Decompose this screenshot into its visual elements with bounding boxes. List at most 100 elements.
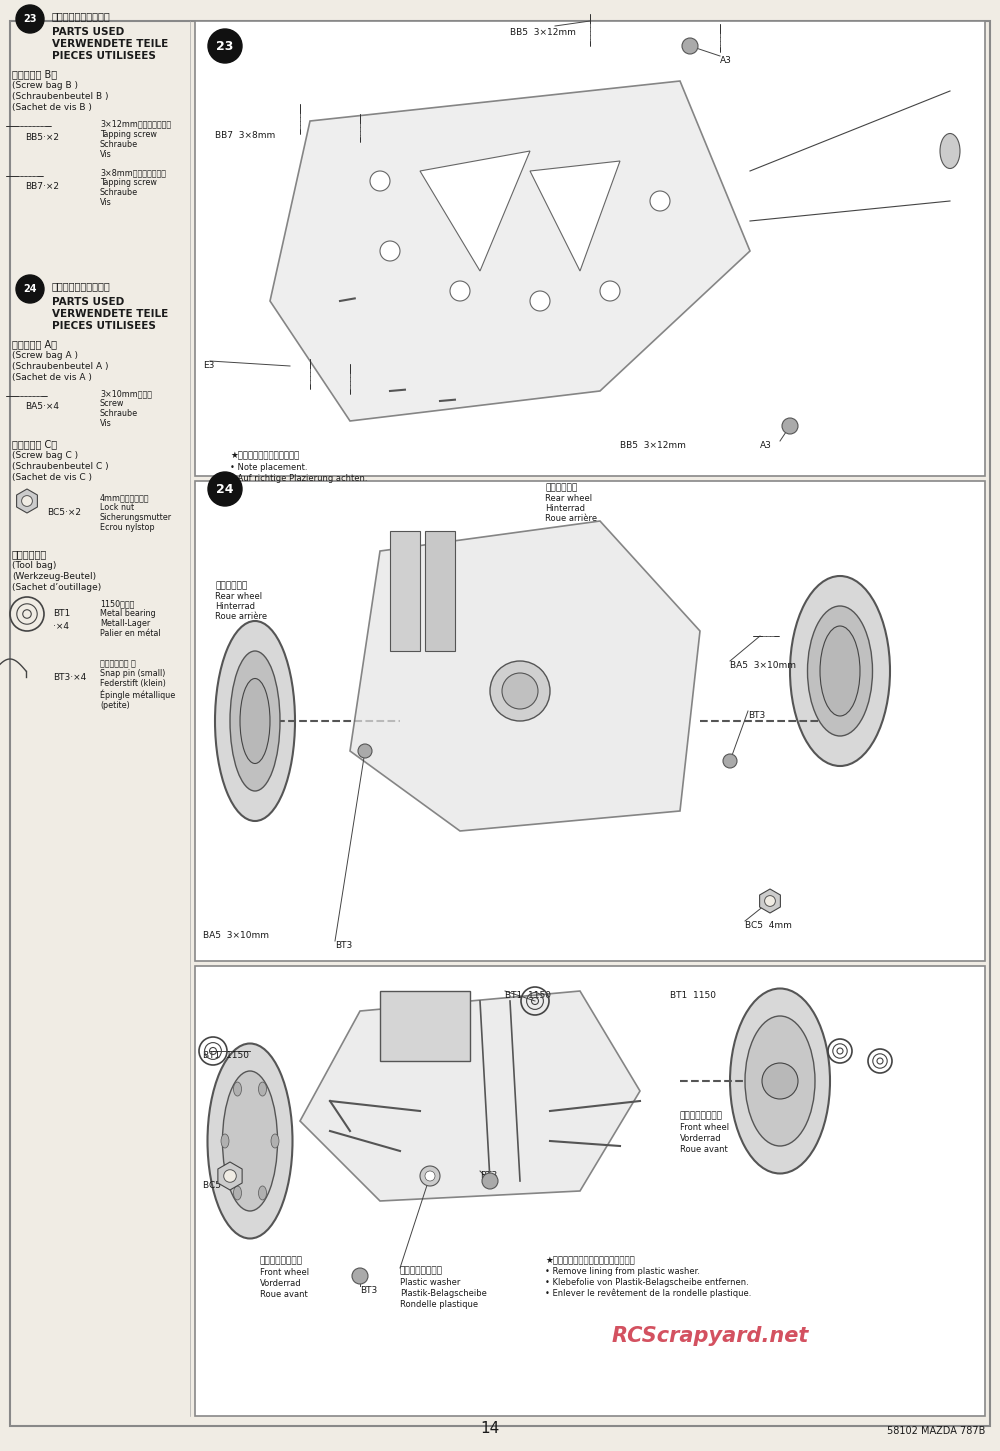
Text: 1150メタル: 1150メタル bbox=[100, 599, 134, 608]
Text: (Sachet de vis B ): (Sachet de vis B ) bbox=[12, 103, 92, 112]
Circle shape bbox=[490, 662, 550, 721]
Text: RCScrapyard.net: RCScrapyard.net bbox=[611, 1326, 809, 1347]
Text: Épingle métallique
(petite): Épingle métallique (petite) bbox=[100, 689, 175, 710]
Ellipse shape bbox=[208, 1043, 292, 1239]
Text: Schraube: Schraube bbox=[100, 139, 138, 149]
Circle shape bbox=[502, 673, 538, 710]
Text: Plastic washer: Plastic washer bbox=[400, 1278, 460, 1287]
Text: BB5·×2: BB5·×2 bbox=[25, 133, 59, 142]
Text: 4mmロックナット: 4mmロックナット bbox=[100, 493, 150, 502]
Text: Hinterrad: Hinterrad bbox=[545, 503, 585, 514]
Circle shape bbox=[650, 192, 670, 210]
Text: Tapping screw: Tapping screw bbox=[100, 178, 157, 187]
Text: Roue arrière: Roue arrière bbox=[545, 514, 597, 522]
Text: ★向きに注意してください。: ★向きに注意してください。 bbox=[230, 451, 299, 460]
Text: Vorderrad: Vorderrad bbox=[680, 1135, 722, 1143]
Text: BA5  3×10mm: BA5 3×10mm bbox=[203, 932, 269, 940]
Text: ·×4: ·×4 bbox=[53, 622, 69, 631]
Text: Plastik-Belagscheibe: Plastik-Belagscheibe bbox=[400, 1288, 487, 1299]
Circle shape bbox=[723, 755, 737, 768]
Text: Roue avant: Roue avant bbox=[260, 1290, 308, 1299]
Text: A3: A3 bbox=[760, 441, 772, 450]
Text: 23: 23 bbox=[216, 39, 234, 52]
Text: (Schraubenbeutel A ): (Schraubenbeutel A ) bbox=[12, 361, 108, 371]
Text: BB7  3×8mm: BB7 3×8mm bbox=[215, 131, 275, 139]
Circle shape bbox=[425, 1171, 435, 1181]
Text: BT1: BT1 bbox=[53, 609, 70, 618]
Text: BC5  4mm: BC5 4mm bbox=[745, 921, 792, 930]
Text: BC5·×2: BC5·×2 bbox=[47, 508, 81, 517]
Text: (Werkzeug-Beutel): (Werkzeug-Beutel) bbox=[12, 572, 96, 580]
Text: リヤホイール: リヤホイール bbox=[215, 580, 247, 591]
Text: Vorderrad: Vorderrad bbox=[260, 1278, 302, 1288]
Circle shape bbox=[762, 1064, 798, 1098]
Bar bbox=[195, 966, 985, 1416]
Text: E3: E3 bbox=[203, 361, 214, 370]
Text: BB5  3×12mm: BB5 3×12mm bbox=[620, 441, 686, 450]
Circle shape bbox=[380, 241, 400, 261]
Ellipse shape bbox=[234, 1082, 242, 1096]
Polygon shape bbox=[270, 81, 750, 421]
Text: • Note placement.: • Note placement. bbox=[230, 463, 308, 472]
Circle shape bbox=[765, 895, 775, 907]
Text: Vis: Vis bbox=[100, 197, 112, 207]
Text: Federstift (klein): Federstift (klein) bbox=[100, 679, 166, 688]
Text: PIECES UTILISEES: PIECES UTILISEES bbox=[52, 51, 156, 61]
Text: BT1  1150: BT1 1150 bbox=[505, 991, 551, 1000]
Circle shape bbox=[16, 4, 44, 33]
Text: （ビス袋詰 C）: （ビス袋詰 C） bbox=[12, 440, 57, 448]
Circle shape bbox=[482, 1172, 498, 1188]
Ellipse shape bbox=[240, 679, 270, 763]
Text: (Screw bag A ): (Screw bag A ) bbox=[12, 351, 78, 360]
Ellipse shape bbox=[790, 576, 890, 766]
Text: • Remove lining from plastic washer.: • Remove lining from plastic washer. bbox=[545, 1267, 700, 1275]
Circle shape bbox=[370, 171, 390, 192]
Text: BA5·×4: BA5·×4 bbox=[25, 402, 59, 411]
Circle shape bbox=[208, 472, 242, 506]
Ellipse shape bbox=[215, 621, 295, 821]
Circle shape bbox=[22, 496, 32, 506]
Bar bbox=[195, 20, 985, 476]
Text: ボディワッシャー: ボディワッシャー bbox=[400, 1267, 443, 1275]
Polygon shape bbox=[300, 991, 640, 1201]
Ellipse shape bbox=[234, 1185, 242, 1200]
Text: 「使用する小物金具」: 「使用する小物金具」 bbox=[52, 12, 111, 20]
Text: 「使用する小物金具」: 「使用する小物金具」 bbox=[52, 281, 111, 292]
Ellipse shape bbox=[271, 1135, 279, 1148]
Text: 14: 14 bbox=[480, 1421, 500, 1436]
Circle shape bbox=[420, 1167, 440, 1185]
Polygon shape bbox=[218, 1162, 242, 1190]
Text: 3×8mmタッピングビス: 3×8mmタッピングビス bbox=[100, 168, 166, 177]
Text: BC5  6mm: BC5 6mm bbox=[203, 1181, 250, 1190]
Polygon shape bbox=[350, 521, 700, 831]
Polygon shape bbox=[530, 161, 620, 271]
Text: Metal bearing: Metal bearing bbox=[100, 609, 156, 618]
Text: 24: 24 bbox=[23, 284, 37, 295]
Text: BT1  1150: BT1 1150 bbox=[670, 991, 716, 1000]
Text: Sicherungsmutter: Sicherungsmutter bbox=[100, 514, 172, 522]
Text: Tapping screw: Tapping screw bbox=[100, 131, 157, 139]
Circle shape bbox=[600, 281, 620, 300]
Text: VERWENDETE TEILE: VERWENDETE TEILE bbox=[52, 309, 168, 319]
Text: PARTS USED: PARTS USED bbox=[52, 28, 124, 36]
Text: BB7·×2: BB7·×2 bbox=[25, 181, 59, 192]
Text: Screw: Screw bbox=[100, 399, 124, 408]
Text: • Klebefolie von Plastik-Belagscheibe entfernen.: • Klebefolie von Plastik-Belagscheibe en… bbox=[545, 1278, 749, 1287]
Text: Rear wheel: Rear wheel bbox=[215, 592, 262, 601]
Ellipse shape bbox=[258, 1082, 266, 1096]
Circle shape bbox=[16, 276, 44, 303]
Text: 23: 23 bbox=[23, 15, 37, 25]
Circle shape bbox=[358, 744, 372, 757]
Circle shape bbox=[782, 418, 798, 434]
Text: (Sachet de vis C ): (Sachet de vis C ) bbox=[12, 473, 92, 482]
Text: Ecrou nylstop: Ecrou nylstop bbox=[100, 522, 155, 533]
Text: Lock nut: Lock nut bbox=[100, 503, 134, 512]
Ellipse shape bbox=[808, 607, 872, 736]
Text: BT1  1150: BT1 1150 bbox=[203, 1051, 249, 1061]
Text: 58102 MAZDA 787B: 58102 MAZDA 787B bbox=[887, 1426, 985, 1436]
Bar bbox=[425, 531, 455, 651]
Ellipse shape bbox=[222, 1071, 278, 1212]
Bar bbox=[380, 991, 470, 1061]
Circle shape bbox=[224, 1170, 236, 1183]
Text: Front wheel: Front wheel bbox=[680, 1123, 729, 1132]
